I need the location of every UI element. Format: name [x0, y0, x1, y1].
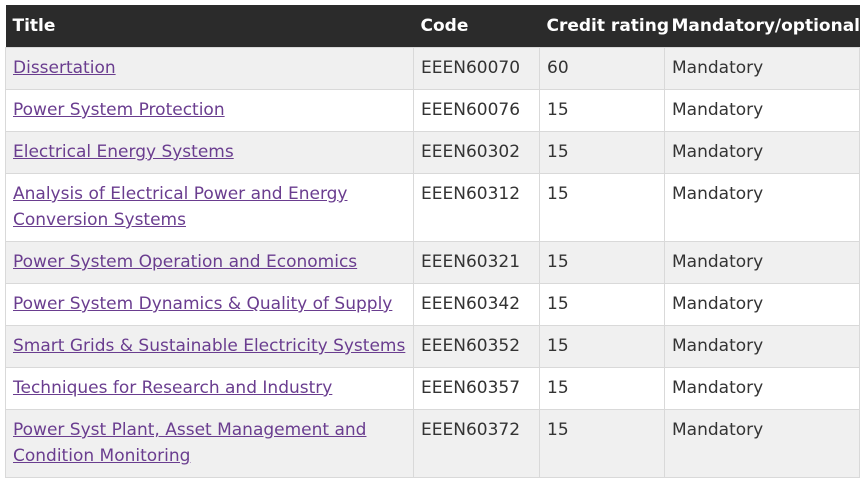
table-row: Analysis of Electrical Power and Energy … [5, 173, 860, 242]
cell-mandatory-optional: Mandatory [664, 409, 860, 478]
table-row: Power Syst Plant, Asset Management and C… [5, 409, 860, 478]
column-header-credit-rating: Credit rating [539, 5, 669, 48]
course-unit-link[interactable]: Smart Grids & Sustainable Electricity Sy… [13, 336, 406, 356]
table-row: Power System Protection EEEN60076 15 Mandat… [5, 89, 860, 132]
cell-code: EEEN60076 [413, 89, 540, 132]
course-unit-link[interactable]: Power System Protection [13, 100, 225, 120]
cell-mandatory-optional: Mandatory [664, 367, 860, 410]
cell-mandatory-optional: Mandatory [664, 325, 860, 368]
course-unit-link[interactable]: Power Syst Plant, Asset Management and C… [13, 420, 367, 466]
cell-code: EEEN60357 [413, 367, 540, 410]
table-body: Dissertation EEEN60070 60 Mandatory Power Sy… [5, 47, 860, 478]
cell-title: Power System Operation and Economics [5, 241, 414, 284]
course-unit-link[interactable]: Techniques for Research and Industry [13, 378, 333, 398]
column-header-mandatory-optional: Mandatory/optional [664, 5, 860, 48]
cell-mandatory-optional: Mandatory [664, 47, 860, 90]
cell-title: Power Syst Plant, Asset Management and C… [5, 409, 414, 478]
cell-title: Dissertation [5, 47, 414, 90]
cell-credit-rating: 15 [539, 325, 665, 368]
cell-title: Power System Dynamics & Quality of Suppl… [5, 283, 414, 326]
course-units-table: Title Code Credit rating Mandatory/optio… [5, 5, 860, 478]
table-header: Title Code Credit rating Mandatory/optio… [5, 5, 860, 48]
table-row: Power System Dynamics & Quality of Suppl… [5, 283, 860, 326]
cell-mandatory-optional: Mandatory [664, 173, 860, 242]
table-row: Smart Grids & Sustainable Electricity Sy… [5, 325, 860, 368]
cell-credit-rating: 15 [539, 173, 665, 242]
cell-code: EEEN60302 [413, 131, 540, 174]
header-row: Title Code Credit rating Mandatory/optio… [5, 5, 860, 48]
cell-code: EEEN60342 [413, 283, 540, 326]
table-row: Electrical Energy Systems EEEN60302 15 Mand… [5, 131, 860, 174]
table-row: Dissertation EEEN60070 60 Mandatory [5, 47, 860, 90]
cell-mandatory-optional: Mandatory [664, 283, 860, 326]
cell-mandatory-optional: Mandatory [664, 241, 860, 284]
cell-credit-rating: 15 [539, 409, 665, 478]
table-row: Techniques for Research and Industry EEEN… [5, 367, 860, 410]
cell-credit-rating: 15 [539, 131, 665, 174]
cell-title: Analysis of Electrical Power and Energy … [5, 173, 414, 242]
cell-mandatory-optional: Mandatory [664, 89, 860, 132]
cell-title: Techniques for Research and Industry [5, 367, 414, 410]
column-header-title: Title [5, 5, 414, 48]
cell-credit-rating: 60 [539, 47, 665, 90]
course-unit-link[interactable]: Dissertation [13, 58, 116, 78]
course-unit-link[interactable]: Power System Dynamics & Quality of Suppl… [13, 294, 393, 314]
cell-credit-rating: 15 [539, 89, 665, 132]
cell-title: Electrical Energy Systems [5, 131, 414, 174]
course-units-table-container: Title Code Credit rating Mandatory/optio… [5, 5, 860, 478]
cell-code: EEEN60321 [413, 241, 540, 284]
cell-credit-rating: 15 [539, 241, 665, 284]
cell-code: EEEN60312 [413, 173, 540, 242]
cell-title: Smart Grids & Sustainable Electricity Sy… [5, 325, 414, 368]
course-unit-link[interactable]: Power System Operation and Economics [13, 252, 358, 272]
cell-credit-rating: 15 [539, 367, 665, 410]
cell-credit-rating: 15 [539, 283, 665, 326]
cell-mandatory-optional: Mandatory [664, 131, 860, 174]
course-unit-link[interactable]: Analysis of Electrical Power and Energy … [13, 184, 348, 230]
cell-code: EEEN60070 [413, 47, 540, 90]
table-row: Power System Operation and Economics EEEN… [5, 241, 860, 284]
course-unit-link[interactable]: Electrical Energy Systems [13, 142, 234, 162]
cell-code: EEEN60352 [413, 325, 540, 368]
cell-title: Power System Protection [5, 89, 414, 132]
column-header-code: Code [413, 5, 540, 48]
cell-code: EEEN60372 [413, 409, 540, 478]
